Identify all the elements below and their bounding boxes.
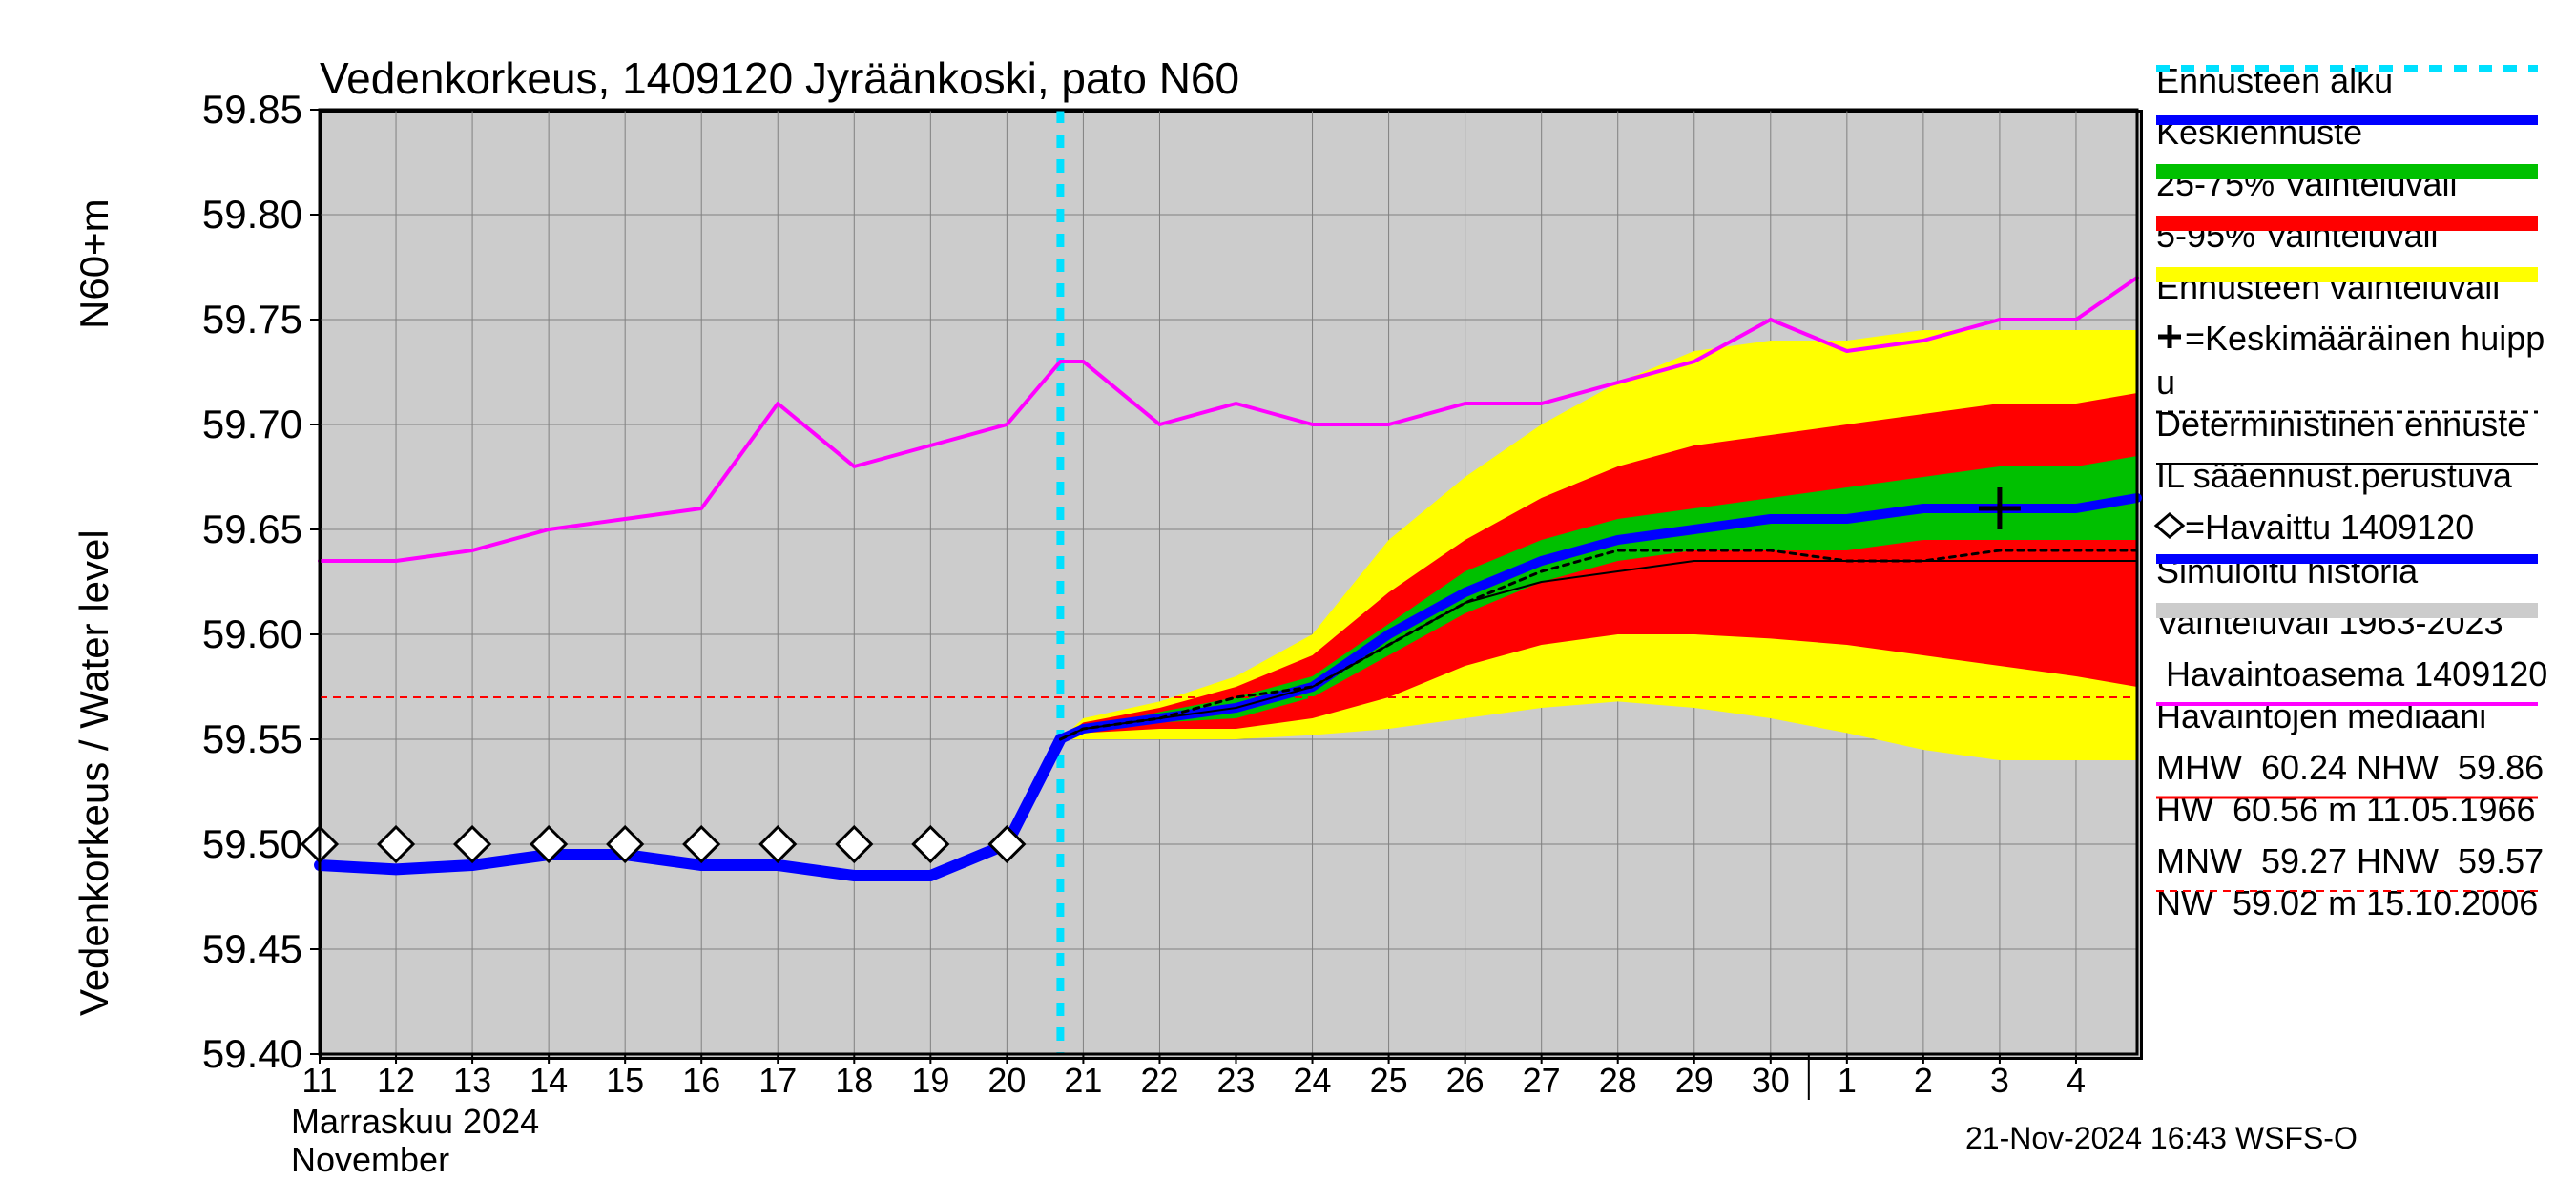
legend-swatch	[2156, 164, 2538, 181]
svg-text:59.85: 59.85	[202, 87, 302, 132]
legend-item: 25-75% Vaihteluväli	[2156, 164, 2566, 204]
svg-text:12: 12	[377, 1061, 415, 1100]
svg-text:59.55: 59.55	[202, 716, 302, 761]
svg-text:17: 17	[758, 1061, 797, 1100]
svg-text:59.40: 59.40	[202, 1031, 302, 1076]
svg-text:1: 1	[1838, 1061, 1857, 1100]
svg-text:11: 11	[301, 1061, 337, 1100]
legend-swatch	[2156, 61, 2538, 78]
svg-text:14: 14	[530, 1061, 568, 1100]
legend-swatch	[2156, 328, 2185, 349]
legend-item: Vaihteluväli 1963-2023	[2156, 603, 2566, 643]
svg-text:59.70: 59.70	[202, 402, 302, 446]
svg-text:13: 13	[453, 1061, 491, 1100]
legend-item: 5-95% Vaihteluväli	[2156, 216, 2566, 256]
legend-item: MHW 60.24 NHW 59.86	[2156, 748, 2566, 788]
svg-text:27: 27	[1523, 1061, 1561, 1100]
legend-label: =Keskimääräinen huipp	[2156, 319, 2545, 359]
svg-text:18: 18	[835, 1061, 873, 1100]
legend-swatch	[2156, 216, 2538, 233]
legend-swatch	[2156, 790, 2538, 807]
legend-label: MNW 59.27 HNW 59.57	[2156, 841, 2544, 881]
legend-swatch	[2156, 113, 2538, 130]
legend-label: MHW 60.24 NHW 59.86	[2156, 748, 2544, 788]
svg-text:59.45: 59.45	[202, 926, 302, 971]
legend-swatch	[2156, 456, 2538, 473]
legend-item: u	[2156, 362, 2566, 403]
svg-text:20: 20	[987, 1061, 1026, 1100]
svg-text:3: 3	[1990, 1061, 2009, 1100]
legend-swatch	[2156, 516, 2187, 539]
legend-label: u	[2156, 362, 2175, 403]
svg-text:16: 16	[682, 1061, 720, 1100]
legend-swatch	[2156, 883, 2538, 901]
legend-item: Deterministinen ennuste	[2156, 404, 2566, 445]
chart-footer-timestamp: 21-Nov-2024 16:43 WSFS-O	[1965, 1121, 2358, 1156]
svg-text:24: 24	[1294, 1061, 1332, 1100]
legend-label: Havaintoasema 1409120	[2156, 654, 2547, 694]
legend-swatch	[2156, 404, 2538, 422]
legend-item: IL sääennust.perustuva	[2156, 456, 2566, 496]
legend-swatch	[2156, 603, 2538, 620]
legend-item: Havaintojen mediaani	[2156, 696, 2566, 736]
svg-text:4: 4	[2067, 1061, 2086, 1100]
svg-text:59.50: 59.50	[202, 821, 302, 866]
legend-item: =Havaittu 1409120	[2156, 507, 2566, 548]
svg-text:23: 23	[1216, 1061, 1255, 1100]
month-label-fi: Marraskuu 2024	[291, 1102, 539, 1142]
legend-item: Ennusteen vaihteluväli	[2156, 267, 2566, 307]
svg-text:26: 26	[1446, 1061, 1485, 1100]
svg-text:19: 19	[911, 1061, 949, 1100]
chart-legend: Ennusteen alku Keskiennuste 25-75% Vaihtel…	[2156, 61, 2566, 935]
legend-swatch	[2156, 267, 2538, 284]
svg-text:25: 25	[1370, 1061, 1408, 1100]
svg-text:29: 29	[1675, 1061, 1714, 1100]
legend-label: =Havaittu 1409120	[2156, 507, 2474, 548]
legend-item: MNW 59.27 HNW 59.57	[2156, 841, 2566, 881]
svg-text:28: 28	[1599, 1061, 1637, 1100]
legend-item: =Keskimääräinen huipp	[2156, 319, 2566, 359]
svg-text:2: 2	[1914, 1061, 1933, 1100]
legend-swatch	[2156, 551, 2538, 569]
svg-text:59.75: 59.75	[202, 297, 302, 342]
legend-item: NW 59.02 m 15.10.2006	[2156, 883, 2566, 923]
legend-swatch	[2156, 696, 2538, 714]
svg-text:59.65: 59.65	[202, 507, 302, 551]
svg-text:30: 30	[1752, 1061, 1790, 1100]
legend-item: Keskiennuste	[2156, 113, 2566, 153]
legend-item: Ennusteen alku	[2156, 61, 2566, 101]
legend-item: HW 60.56 m 11.05.1966	[2156, 790, 2566, 830]
svg-text:21: 21	[1064, 1061, 1102, 1100]
svg-text:59.80: 59.80	[202, 192, 302, 237]
svg-text:15: 15	[606, 1061, 644, 1100]
legend-item: Simuloitu historia	[2156, 551, 2566, 591]
month-label-en: November	[291, 1140, 449, 1180]
svg-text:59.60: 59.60	[202, 611, 302, 656]
svg-text:22: 22	[1140, 1061, 1178, 1100]
legend-item: Havaintoasema 1409120	[2156, 654, 2566, 694]
